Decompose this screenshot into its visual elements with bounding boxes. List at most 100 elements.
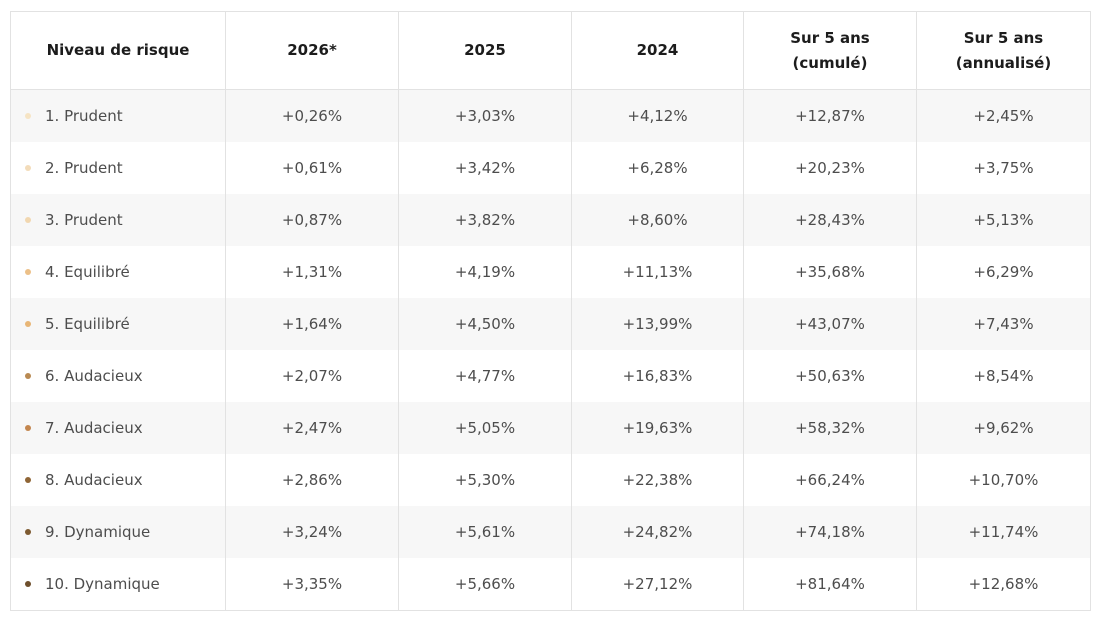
header-5y-cumulative: Sur 5 ans (cumulé) (743, 11, 917, 90)
header-row: Niveau de risque 2026* 2025 2024 Sur 5 a… (10, 11, 1091, 90)
value-2024-cell: +27,12% (571, 558, 744, 611)
header-line: 2026* (287, 41, 337, 59)
risk-level-label: 10. Dynamique (45, 575, 160, 593)
header-line: Sur 5 ans (790, 28, 870, 47)
header-line: (annualisé) (955, 53, 1052, 72)
value-2025-cell: +5,05% (398, 402, 572, 454)
value-5y-annualized-cell: +7,43% (916, 298, 1091, 350)
risk-dot-icon (25, 372, 31, 379)
table-row: 6. Audacieux +2,07% +4,77% +16,83% +50,63% +8… (10, 350, 1091, 402)
risk-level-label: 2. Prudent (45, 159, 123, 177)
risk-level-cell: 1. Prudent (10, 89, 226, 142)
value-2026-cell: +0,26% (225, 89, 399, 142)
table-row: 2. Prudent +0,61% +3,42% +6,28% +20,23% +3,75… (10, 142, 1091, 194)
value-2026-cell: +2,07% (225, 350, 399, 402)
value-5y-annualized-cell: +3,75% (916, 142, 1091, 194)
risk-level-cell: 2. Prudent (10, 142, 226, 194)
value-5y-cumulative-cell: +81,64% (743, 558, 917, 611)
value-5y-cumulative-cell: +74,18% (743, 506, 917, 558)
value-2026-cell: +1,31% (225, 246, 399, 298)
table-row: 1. Prudent +0,26% +3,03% +4,12% +12,87% +2,45… (10, 89, 1091, 142)
performance-table: Niveau de risque 2026* 2025 2024 Sur 5 a… (10, 11, 1091, 611)
value-5y-annualized-cell: +5,13% (916, 194, 1091, 246)
risk-level-cell: 7. Audacieux (10, 402, 226, 454)
value-2024-cell: +8,60% (571, 194, 744, 246)
value-5y-annualized-cell: +9,62% (916, 402, 1091, 454)
table-body: 1. Prudent +0,26% +3,03% +4,12% +12,87% +2,45… (10, 89, 1091, 611)
risk-level-label: 5. Equilibré (45, 315, 130, 333)
value-2026-cell: +2,47% (225, 402, 399, 454)
value-5y-annualized-cell: +6,29% (916, 246, 1091, 298)
value-2025-cell: +4,77% (398, 350, 572, 402)
risk-level-cell: 6. Audacieux (10, 350, 226, 402)
table-row: 7. Audacieux +2,47% +5,05% +19,63% +58,32% +9… (10, 402, 1091, 454)
risk-level-label: 7. Audacieux (45, 419, 143, 437)
value-2025-cell: +4,50% (398, 298, 572, 350)
value-5y-annualized-cell: +8,54% (916, 350, 1091, 402)
header-line: Sur 5 ans (963, 28, 1044, 47)
risk-level-label: 3. Prudent (45, 211, 123, 229)
value-2025-cell: +5,61% (398, 506, 572, 558)
risk-level-cell: 8. Audacieux (10, 454, 226, 506)
table-row: 10. Dynamique +3,35% +5,66% +27,12% +81,64% +… (10, 558, 1091, 611)
table-row: 9. Dynamique +3,24% +5,61% +24,82% +74,18% +1… (10, 506, 1091, 558)
table-row: 5. Equilibré +1,64% +4,50% +13,99% +43,07% +7… (10, 298, 1091, 350)
header-line: 2025 (464, 41, 506, 59)
risk-dot-icon (25, 424, 31, 431)
value-5y-cumulative-cell: +28,43% (743, 194, 917, 246)
risk-dot-icon (25, 580, 31, 587)
value-2024-cell: +16,83% (571, 350, 744, 402)
value-5y-cumulative-cell: +43,07% (743, 298, 917, 350)
risk-level-label: 8. Audacieux (45, 471, 143, 489)
risk-dot-icon (25, 476, 31, 483)
risk-dot-icon (25, 164, 31, 171)
value-2024-cell: +13,99% (571, 298, 744, 350)
value-2025-cell: +5,66% (398, 558, 572, 611)
table-row: 3. Prudent +0,87% +3,82% +8,60% +28,43% +5,13… (10, 194, 1091, 246)
value-5y-cumulative-cell: +66,24% (743, 454, 917, 506)
risk-dot-icon (25, 320, 31, 327)
value-2026-cell: +0,61% (225, 142, 399, 194)
value-2025-cell: +3,03% (398, 89, 572, 142)
header-line: Niveau de risque (46, 41, 190, 59)
table-header: Niveau de risque 2026* 2025 2024 Sur 5 a… (10, 11, 1091, 90)
header-line: (cumulé) (792, 53, 868, 72)
value-5y-annualized-cell: +10,70% (916, 454, 1091, 506)
value-5y-cumulative-cell: +35,68% (743, 246, 917, 298)
header-risk-level: Niveau de risque (10, 11, 226, 90)
header-5y-annualized: Sur 5 ans (annualisé) (916, 11, 1091, 90)
risk-level-label: 1. Prudent (45, 107, 123, 125)
table-row: 8. Audacieux +2,86% +5,30% +22,38% +66,24% +1… (10, 454, 1091, 506)
risk-level-cell: 4. Equilibré (10, 246, 226, 298)
value-2026-cell: +0,87% (225, 194, 399, 246)
table-row: 4. Equilibré +1,31% +4,19% +11,13% +35,68% +6… (10, 246, 1091, 298)
value-5y-cumulative-cell: +12,87% (743, 89, 917, 142)
value-2024-cell: +4,12% (571, 89, 744, 142)
value-2026-cell: +3,35% (225, 558, 399, 611)
value-2026-cell: +3,24% (225, 506, 399, 558)
header-2026: 2026* (225, 11, 399, 90)
value-5y-annualized-cell: +2,45% (916, 89, 1091, 142)
header-line: 2024 (636, 41, 679, 59)
value-5y-cumulative-cell: +58,32% (743, 402, 917, 454)
value-2025-cell: +3,82% (398, 194, 572, 246)
value-2025-cell: +3,42% (398, 142, 572, 194)
risk-level-cell: 9. Dynamique (10, 506, 226, 558)
value-2026-cell: +1,64% (225, 298, 399, 350)
value-2024-cell: +19,63% (571, 402, 744, 454)
value-2025-cell: +5,30% (398, 454, 572, 506)
value-5y-cumulative-cell: +20,23% (743, 142, 917, 194)
risk-level-cell: 3. Prudent (10, 194, 226, 246)
risk-dot-icon (25, 216, 31, 223)
value-2025-cell: +4,19% (398, 246, 572, 298)
value-2024-cell: +24,82% (571, 506, 744, 558)
risk-dot-icon (25, 112, 31, 119)
risk-level-label: 4. Equilibré (45, 263, 130, 281)
value-2024-cell: +6,28% (571, 142, 744, 194)
risk-level-label: 9. Dynamique (45, 523, 151, 541)
risk-dot-icon (25, 268, 31, 275)
risk-dot-icon (25, 528, 31, 535)
header-2025: 2025 (398, 11, 572, 90)
value-2024-cell: +22,38% (571, 454, 744, 506)
value-5y-annualized-cell: +11,74% (916, 506, 1091, 558)
